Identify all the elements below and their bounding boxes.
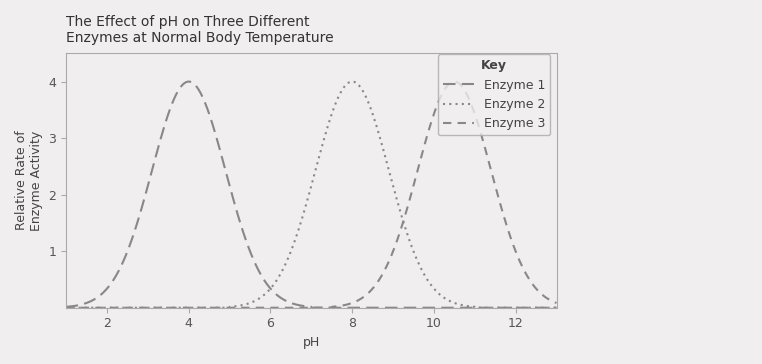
Enzyme 2 — [62, 305, 71, 310]
Enzyme 2 — [260, 292, 269, 297]
Enzyme 3 — [444, 82, 453, 87]
Line: Enzyme 2: Enzyme 2 — [66, 82, 556, 308]
Enzyme 2 — [453, 302, 463, 306]
Enzyme 1 — [112, 273, 121, 277]
Legend: Enzyme 1, Enzyme 2, Enzyme 3: Enzyme 1, Enzyme 2, Enzyme 3 — [437, 55, 550, 135]
Enzyme 2 — [444, 298, 453, 303]
Enzyme 1 — [552, 305, 561, 310]
Line: Enzyme 3: Enzyme 3 — [66, 82, 556, 308]
Enzyme 1 — [278, 297, 287, 301]
Enzyme 2 — [399, 219, 408, 224]
Enzyme 1 — [261, 279, 270, 284]
Enzyme 1 — [453, 305, 463, 310]
Y-axis label: Relative Rate of
Enzyme Activity: Relative Rate of Enzyme Activity — [15, 130, 43, 231]
Line: Enzyme 1: Enzyme 1 — [66, 82, 556, 308]
Enzyme 3 — [277, 305, 287, 310]
Enzyme 2 — [277, 269, 287, 273]
Enzyme 3 — [260, 305, 269, 310]
Enzyme 3 — [453, 80, 463, 85]
Enzyme 3 — [552, 301, 561, 305]
Enzyme 1 — [62, 305, 71, 310]
Enzyme 1 — [184, 79, 194, 84]
Enzyme 1 — [444, 305, 453, 310]
Enzyme 3 — [399, 221, 408, 225]
Enzyme 3 — [112, 305, 121, 310]
Enzyme 3 — [62, 305, 71, 310]
Enzyme 2 — [347, 79, 357, 84]
Enzyme 1 — [399, 305, 408, 310]
Enzyme 3 — [450, 79, 459, 84]
Text: The Effect of pH on Three Different
Enzymes at Normal Body Temperature: The Effect of pH on Three Different Enzy… — [66, 15, 334, 45]
X-axis label: pH: pH — [303, 336, 320, 349]
Enzyme 2 — [112, 305, 121, 310]
Enzyme 2 — [552, 305, 561, 310]
